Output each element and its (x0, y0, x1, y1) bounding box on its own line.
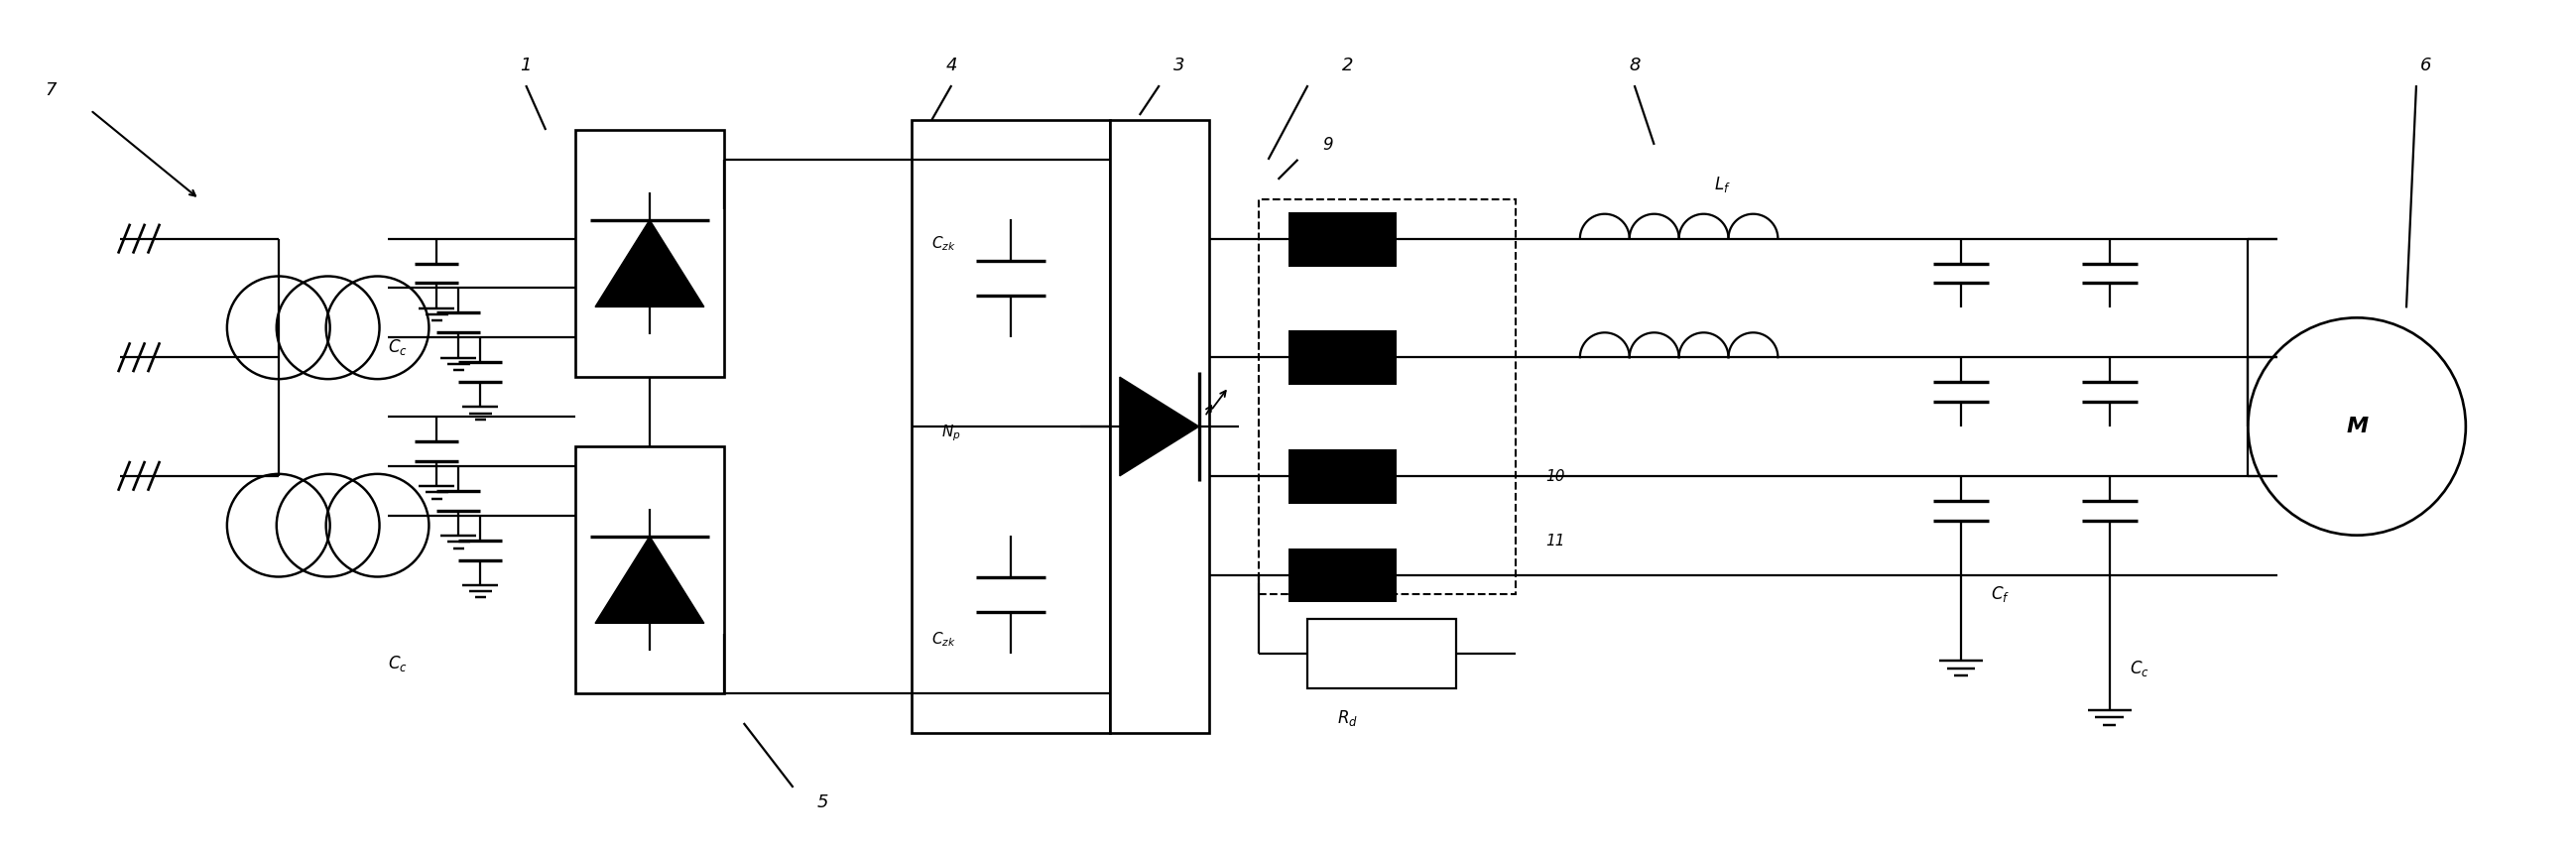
Text: 8: 8 (1628, 56, 1641, 74)
Text: 7: 7 (46, 81, 57, 99)
Polygon shape (595, 220, 703, 307)
Bar (1288, 212, 1396, 266)
Bar (912, 120, 1110, 733)
Text: $R_d$: $R_d$ (1337, 708, 1358, 728)
Text: 9: 9 (1321, 136, 1332, 154)
Text: $N_p$: $N_p$ (943, 422, 961, 443)
Text: $C_f$: $C_f$ (1991, 584, 2009, 605)
Bar (574, 130, 724, 377)
Bar (1288, 450, 1396, 503)
Text: $C_{zk}$: $C_{zk}$ (933, 630, 956, 648)
Text: M: M (2347, 416, 2367, 437)
Bar (1309, 619, 1455, 688)
Text: $C_c$: $C_c$ (386, 338, 407, 357)
Text: $C_c$: $C_c$ (2130, 659, 2148, 679)
Bar (1288, 548, 1396, 602)
Bar (574, 446, 724, 693)
Bar (1110, 120, 1208, 733)
Text: 2: 2 (1342, 56, 1352, 74)
Text: $C_c$: $C_c$ (386, 654, 407, 674)
Polygon shape (1121, 377, 1198, 476)
Bar (1257, 199, 1515, 595)
Polygon shape (595, 537, 703, 624)
Text: 6: 6 (2421, 56, 2432, 74)
Text: 3: 3 (1175, 56, 1185, 74)
Text: $L_f$: $L_f$ (1713, 174, 1731, 194)
Text: 4: 4 (945, 56, 958, 74)
Text: 10: 10 (1546, 469, 1564, 484)
Text: 11: 11 (1546, 533, 1564, 548)
Text: 5: 5 (817, 793, 829, 811)
Bar (1288, 331, 1396, 385)
Text: 1: 1 (520, 56, 531, 74)
Text: $C_{zk}$: $C_{zk}$ (933, 235, 956, 253)
